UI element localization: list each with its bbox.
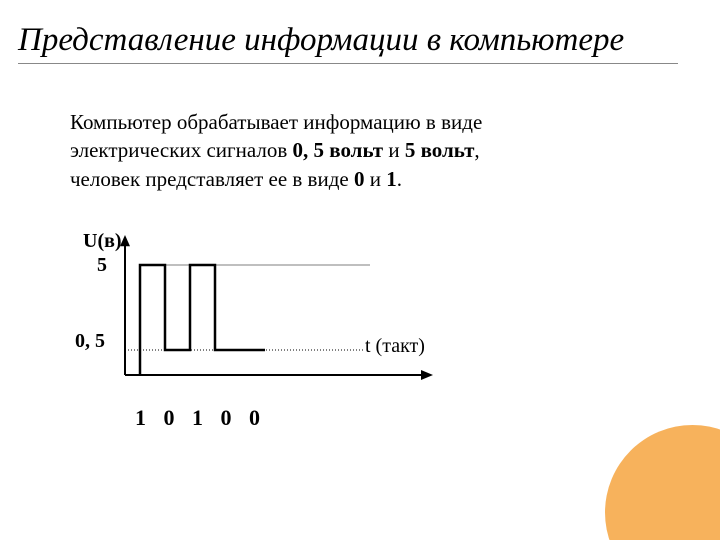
para-l2b: и [383, 138, 405, 162]
y-tick-high: 5 [97, 254, 107, 277]
para-l2a: электрических сигналов [70, 138, 293, 162]
signal-chart: U(в) 5 0, 5 t (такт) 1 0 1 0 0 [75, 230, 455, 460]
para-volts-high: 5 вольт [405, 138, 475, 162]
para-l2c: , [474, 138, 479, 162]
accent-circle [605, 425, 720, 540]
para-volts-low: 0, 5 вольт [293, 138, 384, 162]
para-l3c: . [397, 167, 402, 191]
para-l3a: человек представляет ее в виде [70, 167, 354, 191]
body-paragraph: Компьютер обрабатывает информацию в виде… [70, 108, 630, 193]
slide-title: Представление информации в компьютере [18, 22, 678, 64]
para-l1: Компьютер обрабатывает информацию в виде [70, 110, 482, 134]
para-zero: 0 [354, 167, 365, 191]
para-one: 1 [386, 167, 397, 191]
para-l3b: и [364, 167, 386, 191]
y-tick-low: 0, 5 [75, 330, 105, 353]
bits-row: 1 0 1 0 0 [135, 405, 266, 431]
chart-svg [115, 235, 435, 395]
